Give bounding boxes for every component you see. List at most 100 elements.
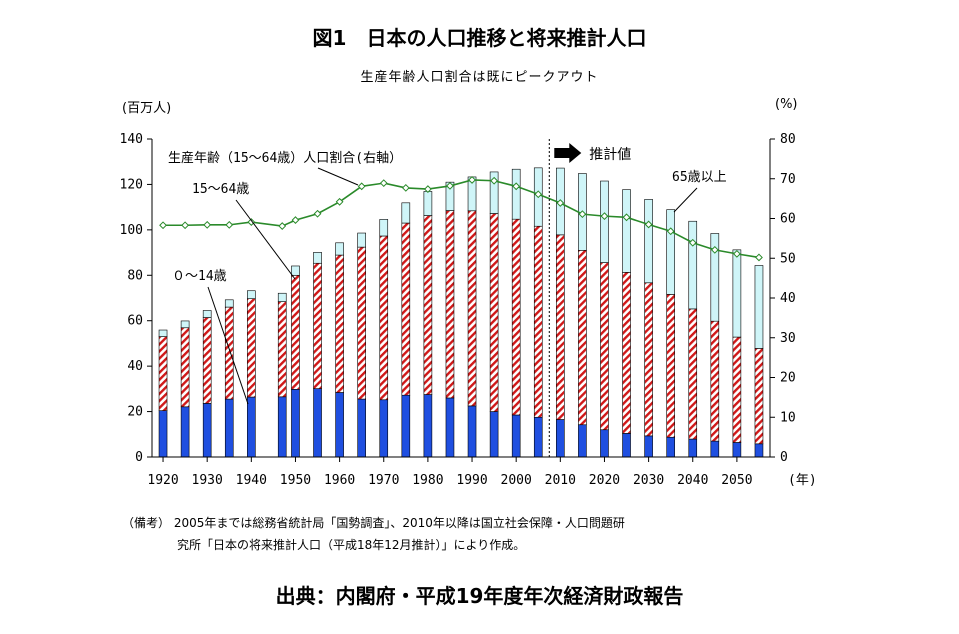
bar-elderly: [423, 191, 433, 216]
x-tick-label: 1940: [236, 473, 267, 488]
right-tick-label: 70: [780, 172, 796, 187]
ratio-point: [278, 222, 287, 230]
bar-young: [224, 398, 234, 458]
bar-working: [180, 327, 190, 408]
right-tick-label: 50: [780, 251, 796, 266]
bar-elderly: [224, 299, 234, 308]
bar-working: [666, 294, 675, 438]
ratio-point: [291, 216, 300, 224]
ratio-point: [710, 245, 719, 254]
left-axis-unit: (百万人): [122, 101, 172, 116]
bar-young: [732, 442, 742, 458]
ratio-point: [357, 182, 366, 191]
bar-elderly: [688, 220, 698, 310]
left-tick-label: 140: [120, 132, 143, 147]
bar-young: [467, 405, 477, 458]
working-label-leader: [235, 199, 296, 280]
ratio-point: [755, 253, 763, 262]
ratio-line: [163, 179, 760, 259]
bar-elderly: [379, 219, 389, 237]
ratio-point: [578, 210, 587, 219]
ratio-point: [313, 209, 322, 218]
bar-young: [511, 414, 521, 458]
projection-arrow-icon: [554, 143, 582, 163]
bar-young: [401, 394, 411, 458]
bar-elderly: [202, 310, 212, 318]
right-tick-label: 60: [780, 212, 796, 227]
bar-elderly: [600, 180, 609, 263]
bar-young: [754, 443, 764, 458]
bar-young: [445, 397, 455, 458]
ratio-point: [490, 176, 499, 185]
right-axis-unit: (%): [775, 97, 798, 112]
x-tick-label: 2030: [633, 473, 664, 488]
left-tick-label: 40: [127, 359, 143, 374]
bar-working: [600, 262, 609, 431]
bar-working: [423, 215, 433, 395]
bar-working: [224, 306, 234, 400]
bar-young: [247, 396, 256, 458]
bar-working: [710, 320, 720, 442]
x-tick-label: 1960: [324, 473, 355, 488]
left-tick-label: 60: [127, 314, 143, 329]
ratio-point: [732, 249, 741, 258]
x-tick-label: 1970: [368, 473, 399, 488]
elderly-label-leader: [673, 187, 698, 213]
bars-group: [158, 167, 764, 458]
right-tick-label: 10: [780, 410, 796, 425]
bar-young: [379, 399, 389, 458]
x-tick-label: 1980: [412, 473, 443, 488]
bar-young: [666, 436, 675, 458]
bar-elderly: [335, 242, 344, 256]
bar-elderly: [180, 320, 190, 329]
ratio-point: [600, 212, 609, 221]
ratio-point: [644, 220, 653, 229]
working-age-label: 15～64歳: [192, 182, 249, 197]
x-axis-unit: (年): [788, 473, 817, 488]
left-tick-label: 0: [135, 450, 143, 465]
ratio-point: [159, 221, 167, 230]
left-tick-label: 120: [120, 177, 143, 192]
left-tick-label: 100: [120, 223, 143, 238]
bar-working: [511, 218, 521, 416]
note-line-1: （備考） 2005年までは総務省統計局「国勢調査」、2010年以降は国立社会保障…: [122, 516, 625, 530]
bar-working: [445, 210, 455, 399]
bar-young: [335, 392, 344, 458]
figure-subtitle: 生産年齢人口割合は既にピークアウト: [360, 70, 599, 85]
ratio-line-label: 生産年齢（15～64歳）人口割合(右軸）: [168, 150, 402, 166]
ratio-point: [556, 199, 565, 207]
bar-young: [533, 416, 543, 458]
bar-elderly: [732, 249, 742, 338]
annotations-group: 推計値 生産年齢（15～64歳）人口割合(右軸） 15～64歳 ０～14歳 65歳以上: [168, 139, 727, 457]
ratio-point: [247, 218, 256, 226]
projection-label: 推計値: [589, 147, 631, 163]
elderly-label: 65歳以上: [672, 170, 727, 185]
ratio-point: [423, 185, 432, 193]
bar-working: [277, 301, 287, 398]
right-tick-label: 40: [780, 291, 796, 306]
bar-working: [556, 234, 565, 420]
figure-title: 図1 日本の人口推移と将来推計人口: [312, 26, 647, 50]
x-tick-label: 2040: [677, 473, 708, 488]
bar-young: [688, 438, 698, 458]
bar-young: [291, 389, 300, 458]
bar-elderly: [511, 168, 521, 220]
bar-working: [247, 298, 256, 398]
bar-working: [202, 317, 212, 404]
x-tick-label: 1990: [456, 473, 487, 488]
bar-young: [644, 435, 653, 458]
right-tick-label: 30: [780, 331, 796, 346]
bar-working: [401, 222, 411, 396]
bar-working: [688, 308, 698, 440]
right-tick-label: 80: [780, 132, 796, 147]
x-tick-label: 2020: [589, 473, 620, 488]
bar-young: [277, 396, 287, 458]
ratio-point: [181, 221, 190, 230]
ratio-point: [512, 182, 521, 191]
bar-young: [180, 406, 190, 458]
bar-working: [489, 213, 499, 412]
bar-elderly: [401, 202, 411, 224]
right-tick-label: 20: [780, 371, 796, 386]
bar-elderly: [313, 252, 322, 264]
